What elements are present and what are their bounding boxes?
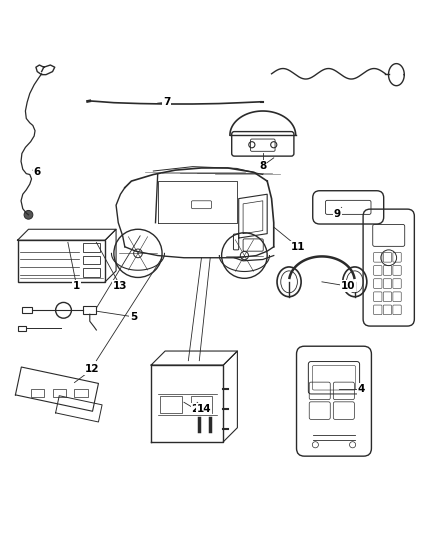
Bar [83,268,100,277]
Bar [83,243,100,252]
Text: 8: 8 [259,161,266,171]
Bar [191,395,212,413]
Circle shape [24,211,33,219]
Text: 4: 4 [358,384,365,394]
Bar [18,240,105,282]
Text: 2: 2 [191,404,198,414]
Text: 7: 7 [163,97,170,107]
Text: 5: 5 [130,312,137,322]
Bar [160,395,182,413]
Text: 9: 9 [334,209,341,219]
Text: 11: 11 [290,242,305,252]
Bar [83,255,100,264]
Bar [53,389,66,397]
Bar [22,307,32,313]
Bar [74,389,88,397]
Bar [31,389,44,397]
Text: 6: 6 [34,167,41,177]
Text: 13: 13 [113,281,128,291]
Text: 1: 1 [73,281,80,291]
Bar [83,306,96,314]
Text: 10: 10 [341,281,356,291]
Text: 12: 12 [85,365,99,374]
Bar [18,326,26,331]
Text: 14: 14 [196,404,211,414]
